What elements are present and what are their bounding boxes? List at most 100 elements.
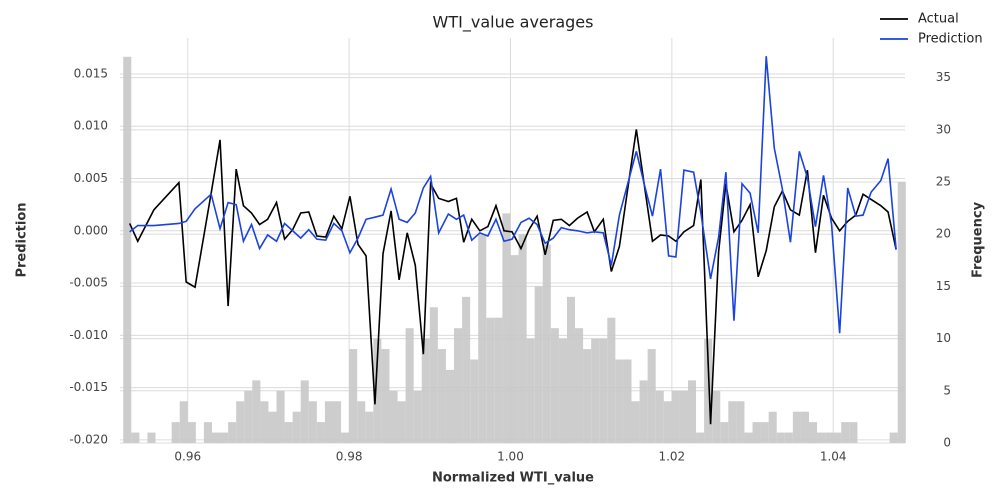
histogram-bar [147, 432, 156, 443]
histogram-bar [825, 432, 834, 443]
histogram-bar [413, 390, 422, 443]
histogram-bar [526, 338, 535, 443]
histogram-bar [445, 369, 455, 443]
y-tick-label: -0.010 [69, 328, 108, 342]
histogram-bar [615, 359, 624, 443]
histogram-bar [631, 401, 640, 443]
chart-title: WTI_value averages [433, 13, 594, 33]
histogram-bar [897, 182, 906, 443]
series-line [128, 129, 897, 425]
histogram-bar [211, 432, 221, 443]
histogram-bar [889, 432, 898, 443]
y2-tick-label: 35 [936, 70, 951, 84]
histogram-bar [397, 401, 406, 443]
histogram-bar [655, 390, 664, 443]
histogram-bar [639, 380, 648, 443]
histogram-bar [575, 328, 584, 443]
histogram-bar [244, 390, 253, 443]
histogram-bar [712, 390, 721, 443]
histogram-bar [300, 380, 309, 443]
histogram-bar [728, 401, 737, 443]
histogram-bar [494, 317, 503, 443]
histogram-bar [591, 338, 600, 443]
histogram-bar [817, 432, 826, 443]
x-tick-label: 1.00 [497, 450, 524, 464]
y2-tick-label: 0 [943, 436, 951, 450]
histogram-bar [316, 422, 325, 443]
histogram-bar [679, 390, 688, 443]
histogram-bar [332, 401, 342, 443]
histogram-bar [268, 411, 277, 443]
y-tick-label: 0.010 [74, 119, 108, 133]
histogram-bar [792, 411, 801, 443]
histogram-bar [236, 401, 245, 443]
histogram-bar [365, 411, 374, 443]
histogram-bar [663, 401, 672, 443]
y-tick-label: -0.005 [69, 276, 108, 290]
histogram-bar [647, 349, 656, 443]
histogram-bar [373, 338, 382, 443]
y2-tick-label: 5 [943, 383, 951, 397]
y2-tick-label: 25 [936, 175, 951, 189]
histogram-bar [171, 422, 180, 443]
histogram-bar [687, 380, 697, 443]
histogram-bar [381, 349, 390, 443]
histogram-bar [421, 338, 430, 443]
histogram-bar [752, 422, 761, 443]
y-tick-label: 0.000 [74, 223, 108, 237]
histogram-bar [736, 401, 745, 443]
histogram-bar [308, 401, 317, 443]
histogram-bar [324, 401, 333, 443]
histogram-bar [405, 328, 414, 443]
histogram-bar [671, 390, 680, 443]
y-tick-label: 0.005 [74, 171, 108, 185]
y2-axis-label: Frequency [971, 201, 986, 278]
y-tick-label: -0.015 [69, 380, 108, 394]
histogram-bar [429, 307, 438, 443]
y2-tick-label: 30 [936, 122, 951, 136]
histogram-bar [623, 359, 632, 443]
histogram-bar [566, 296, 576, 443]
y-tick-label: 0.015 [74, 66, 108, 80]
histogram-bar [510, 255, 519, 443]
histogram-bar [534, 286, 543, 443]
histogram-bar [583, 349, 592, 443]
histogram-bar [599, 338, 608, 443]
histogram-bar [349, 349, 358, 443]
histogram-bar [284, 422, 293, 443]
histogram-bar [784, 432, 793, 443]
histogram-bar [558, 338, 567, 443]
histogram-bar [252, 380, 261, 443]
histogram-bar [550, 328, 559, 443]
histogram-bar [470, 359, 479, 443]
histogram-bar [502, 213, 511, 443]
histogram-bar [260, 401, 269, 443]
histogram-bar [131, 432, 140, 443]
x-tick-label: 1.04 [820, 450, 847, 464]
x-tick-label: 0.96 [174, 450, 201, 464]
y2-tick-label: 20 [936, 227, 951, 241]
histogram-bar [542, 244, 551, 443]
legend-label: Actual [918, 12, 959, 27]
histogram-bar [518, 234, 527, 443]
histogram-bar [228, 422, 237, 443]
histogram-bar [744, 432, 753, 443]
y-tick-label: -0.020 [69, 432, 108, 446]
y-axis-label: Prediction [15, 202, 30, 277]
histogram-bar [357, 401, 366, 443]
series-line [129, 56, 897, 334]
y2-tick-label: 10 [936, 331, 951, 345]
histogram-bar [768, 411, 777, 443]
histogram-bar [220, 432, 229, 443]
histogram-bar [123, 56, 132, 443]
histogram-bar [462, 296, 471, 443]
histogram-bar [833, 432, 842, 443]
histogram-bar [720, 422, 729, 443]
histogram-bar [478, 234, 487, 443]
histogram-bar [437, 349, 446, 443]
histogram-bar [389, 390, 398, 443]
histogram-bar [486, 317, 495, 443]
histogram-bar [276, 390, 285, 443]
histogram-bar [187, 422, 196, 443]
